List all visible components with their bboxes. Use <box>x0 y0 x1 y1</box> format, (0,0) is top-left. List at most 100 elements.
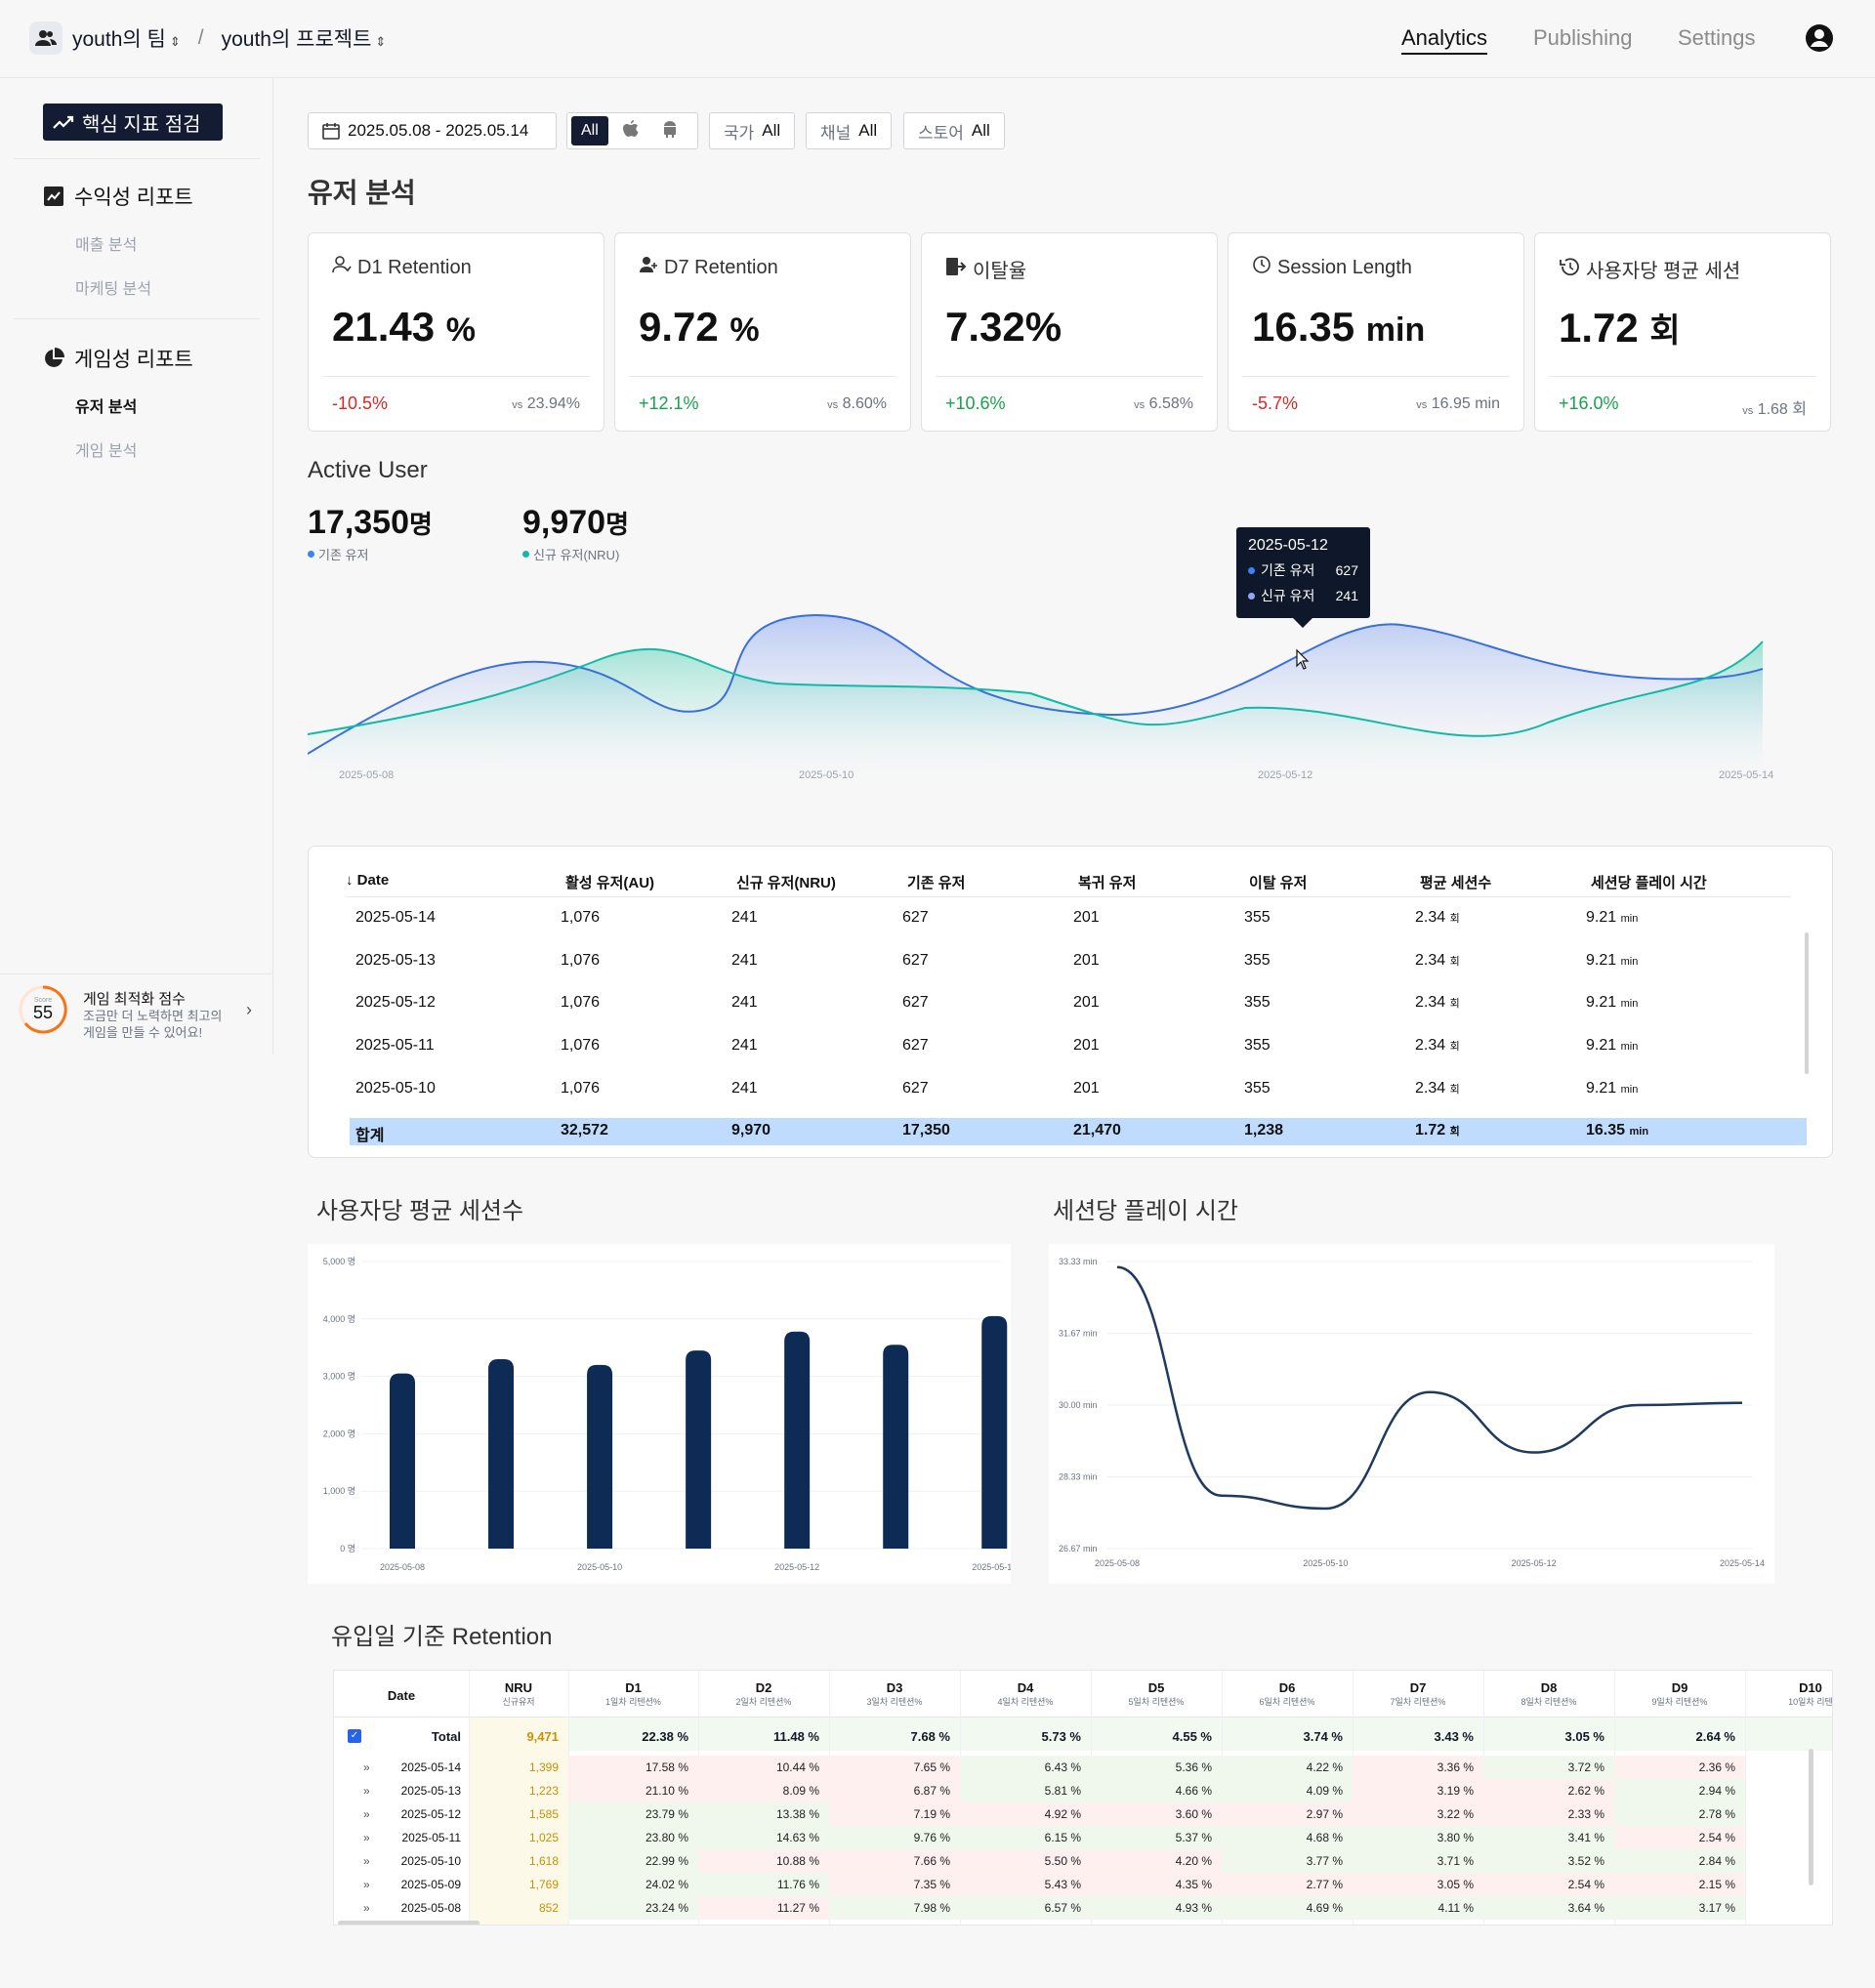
date-range-value: 2025.05.08 - 2025.05.14 <box>348 121 529 140</box>
header-label: D4 <box>1017 1680 1034 1695</box>
cell-bg <box>829 1896 960 1920</box>
table-cell: 627 <box>902 909 929 926</box>
retention-cell: 6.15 % <box>1044 1831 1081 1844</box>
sidebar-item-marketing[interactable]: 마케팅 분석 <box>75 281 152 298</box>
kpi-value: 21.43 % <box>332 304 476 351</box>
table-cell: 201 <box>1073 1080 1100 1097</box>
country-filter[interactable]: 국가 All <box>709 112 796 149</box>
column-header[interactable]: 활성 유저(AU) <box>565 875 655 891</box>
channel-filter[interactable]: 채널 All <box>806 112 893 149</box>
cell-bg <box>1091 1826 1222 1849</box>
sidebar-section-revenue[interactable]: 수익성 리포트 <box>43 182 193 211</box>
header-label: D2 <box>755 1680 772 1695</box>
user-check-icon <box>332 255 352 280</box>
column-header[interactable]: 복귀 유저 <box>1078 875 1137 891</box>
nav-settings[interactable]: Settings <box>1678 25 1756 50</box>
table-cell: 2.34 회 <box>1415 1080 1460 1098</box>
x-tick-label: 2025-05-14 <box>1719 769 1773 781</box>
cell-bg <box>1091 1849 1222 1873</box>
active-user-chart[interactable]: 2025-05-08 2025-05-10 2025-05-12 2025-05… <box>308 596 1831 791</box>
expand-icon[interactable]: » <box>363 1784 370 1798</box>
row-nru: 1,618 <box>528 1854 559 1868</box>
cell-value: 16.35 <box>1586 1122 1626 1139</box>
bar[interactable] <box>981 1315 1008 1549</box>
line-chart[interactable]: 33.33 min 31.67 min 30.00 min 28.33 min 26.6… <box>1049 1244 1774 1584</box>
cell-bg <box>829 1873 960 1896</box>
kpi-compare: vs 8.60% <box>827 395 887 413</box>
bar[interactable] <box>784 1331 811 1549</box>
cell-bg <box>1614 1849 1745 1873</box>
column-header[interactable]: 신규 유저(NRU) <box>736 875 836 891</box>
expand-icon[interactable]: » <box>363 1854 370 1868</box>
y-tick-label: 1,000 명 <box>323 1486 355 1496</box>
retention-cell: 3.72 % <box>1567 1760 1604 1774</box>
expand-icon[interactable]: » <box>363 1831 370 1844</box>
sidebar-section-game[interactable]: 게임성 리포트 <box>43 344 193 373</box>
expand-icon[interactable]: » <box>363 1760 370 1774</box>
cell-bg <box>960 1896 1091 1920</box>
apple-icon[interactable] <box>614 119 647 143</box>
kpi-title: D1 Retention <box>332 255 472 280</box>
column-header[interactable]: 평균 세션수 <box>1420 875 1492 891</box>
retention-cell: 7.66 % <box>913 1854 950 1868</box>
kpi-card-d7-retention: D7 Retention 9.72 % +12.1% vs 8.60% <box>614 232 911 432</box>
table-cell: 9.21 min <box>1586 1080 1638 1098</box>
pie-chart-icon <box>45 348 64 367</box>
project-selector[interactable]: youth의 프로젝트 ⇕ <box>222 23 387 53</box>
column-header[interactable]: 이탈 유저 <box>1249 875 1308 891</box>
nav-publishing[interactable]: Publishing <box>1533 25 1633 50</box>
bar[interactable] <box>488 1358 515 1549</box>
android-icon[interactable] <box>653 120 687 143</box>
column-header[interactable]: 기존 유저 <box>907 875 966 891</box>
legend-dot <box>522 551 529 558</box>
retention-cell: 23.79 % <box>645 1807 688 1821</box>
platform-all-button[interactable]: All <box>571 116 608 145</box>
table-cell: 2025-05-14 <box>355 909 436 926</box>
bar-chart[interactable]: 5,000 명 4,000 명 3,000 명 2,000 명 1,000 명 0 명 20… <box>308 1244 1018 1584</box>
table-cell: 2025-05-13 <box>355 952 436 969</box>
account-icon[interactable] <box>1805 23 1834 53</box>
sort-date-header[interactable]: ↓ Date <box>346 872 389 889</box>
bar[interactable] <box>390 1373 415 1549</box>
cell-bg <box>1353 1896 1483 1920</box>
sidebar-item-sales[interactable]: 매출 분석 <box>75 237 138 254</box>
bar[interactable] <box>587 1364 613 1549</box>
sidebar-item-game-analysis[interactable]: 게임 분석 <box>75 443 138 460</box>
sidebar-item-user-analysis[interactable]: 유저 분석 <box>75 399 138 416</box>
series-line[interactable] <box>1116 1265 1743 1511</box>
table-total-cell: 1.72 회 <box>1415 1122 1460 1139</box>
store-filter[interactable]: 스토어 All <box>903 112 1005 149</box>
kpi-compare-label: vs <box>1134 399 1146 411</box>
kpi-compare-value: 1.68 회 <box>1757 401 1807 418</box>
bar[interactable] <box>883 1345 909 1549</box>
column-header[interactable]: 세션당 플레이 시간 <box>1591 875 1707 891</box>
header-label: D5 <box>1147 1680 1165 1695</box>
table-cell: 2025-05-11 <box>355 1037 435 1054</box>
nav-analytics[interactable]: Analytics <box>1401 25 1488 55</box>
team-selector[interactable]: youth의 팀 ⇕ <box>72 23 181 53</box>
total-cell: 4.55 % <box>1172 1729 1212 1744</box>
expand-icon[interactable]: » <box>363 1807 370 1821</box>
kpi-card-d1-retention: D1 Retention 21.43 % -10.5% vs 23.94% <box>308 232 604 432</box>
cell-unit: min <box>1620 1084 1639 1096</box>
divider <box>1549 376 1816 377</box>
table-scrollbar[interactable] <box>1805 932 1809 1074</box>
vertical-scrollbar[interactable] <box>1809 1749 1813 1885</box>
expand-icon[interactable]: » <box>363 1901 370 1915</box>
date-range-picker[interactable]: 2025.05.08 - 2025.05.14 <box>308 112 557 149</box>
cell-bg <box>1091 1756 1222 1779</box>
retention-cell: 5.43 % <box>1044 1878 1081 1891</box>
score-value: 55 <box>33 1003 53 1022</box>
kpi-card-churn-rate: 이탈율 7.32% +10.6% vs 6.58% <box>921 232 1218 432</box>
core-metrics-button[interactable]: 핵심 지표 점검 <box>43 104 223 141</box>
table-cell: 9.21 min <box>1586 952 1638 970</box>
bar[interactable] <box>686 1350 712 1549</box>
breadcrumb: youth의 팀 ⇕ / youth의 프로젝트 ⇕ <box>29 21 386 55</box>
table-cell: 627 <box>902 1080 929 1097</box>
table-total-row <box>350 1118 1807 1145</box>
horizontal-scrollbar[interactable] <box>338 1921 479 1925</box>
user-plus-icon <box>639 255 658 280</box>
checkbox[interactable]: ✓ <box>348 1729 361 1743</box>
retention-cell: 4.35 % <box>1175 1878 1212 1891</box>
expand-icon[interactable]: » <box>363 1878 370 1891</box>
